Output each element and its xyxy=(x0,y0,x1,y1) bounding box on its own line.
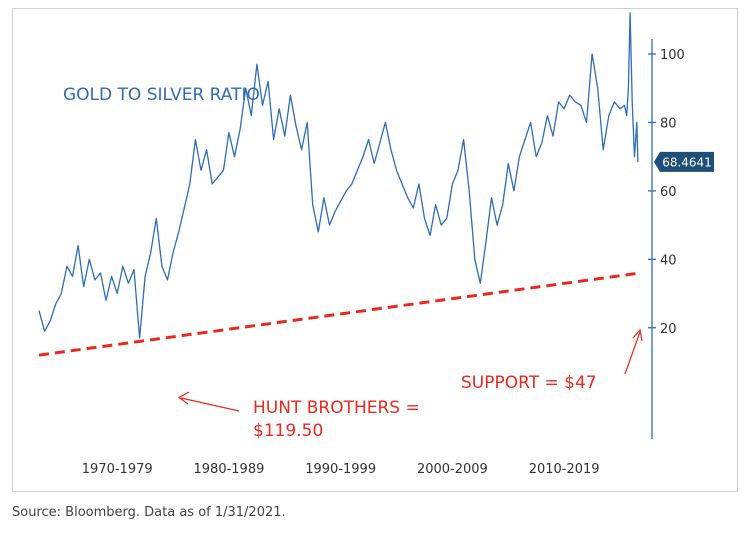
hunt-brothers-annotation: $119.50 xyxy=(253,421,323,441)
last-value-badge xyxy=(654,151,714,172)
x-tick-label: 2010-2019 xyxy=(529,462,600,477)
ratio-series-line xyxy=(38,12,639,339)
x-tick-label: 1990-1999 xyxy=(305,462,376,477)
y-tick-label: 80 xyxy=(660,116,677,131)
support-line xyxy=(38,271,641,357)
chart-title: GOLD TO SILVER RATIO xyxy=(63,85,260,105)
y-tick-label: 60 xyxy=(660,185,677,200)
chart-frame: GOLD TO SILVER RATIO 20 40 60 80 100 1970-197… xyxy=(12,8,738,492)
support-arrow-head xyxy=(632,328,643,342)
x-tick-label: 2000-2009 xyxy=(417,462,488,477)
hunt-brothers-annotation: HUNT BROTHERS = xyxy=(253,398,420,418)
chart-svg: GOLD TO SILVER RATIO 20 40 60 80 100 1970-197… xyxy=(38,12,714,477)
x-tick-label: 1980-1989 xyxy=(194,462,265,477)
hunt-arrow-head xyxy=(177,391,190,405)
support-annotation: SUPPORT = $47 xyxy=(461,373,597,393)
last-value-label: 68.4641 xyxy=(662,155,712,169)
hunt-arrow-line xyxy=(180,397,240,412)
y-tick-label: 20 xyxy=(660,322,677,337)
source-note: Source: Bloomberg. Data as of 1/31/2021. xyxy=(12,505,286,520)
y-tick-label: 40 xyxy=(660,253,677,268)
support-arrow-line xyxy=(624,331,641,375)
plot-area: 20 40 60 80 100 1970-1979 1980-1989 1990-1999 20… xyxy=(38,12,714,477)
y-tick-label: 100 xyxy=(660,48,685,63)
x-tick-label: 1970-1979 xyxy=(82,462,153,477)
